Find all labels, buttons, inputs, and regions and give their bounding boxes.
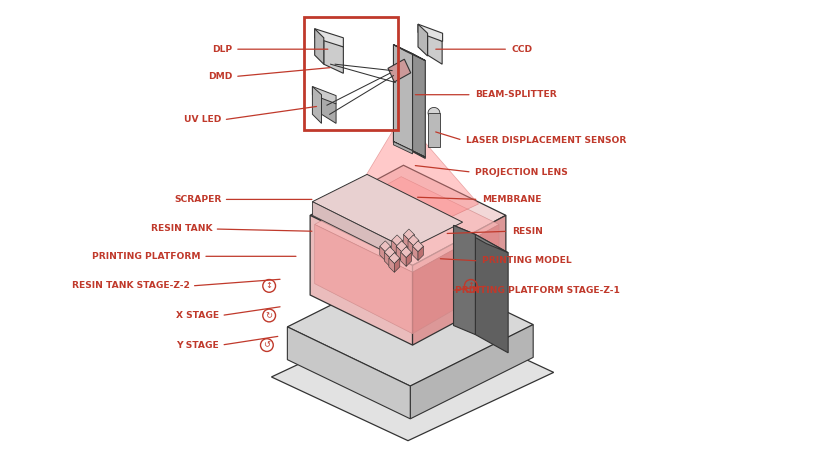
Polygon shape [413, 246, 418, 261]
Polygon shape [315, 224, 413, 334]
Polygon shape [394, 258, 400, 273]
Text: ↕: ↕ [266, 281, 273, 290]
Polygon shape [390, 252, 395, 267]
Polygon shape [315, 29, 324, 64]
Text: Y STAGE: Y STAGE [176, 341, 219, 349]
Polygon shape [396, 246, 401, 261]
Text: BEAM-SPLITTER: BEAM-SPLITTER [476, 90, 557, 99]
Polygon shape [389, 258, 394, 273]
Text: ↺: ↺ [264, 341, 270, 349]
Polygon shape [287, 266, 533, 386]
Polygon shape [409, 234, 415, 249]
Polygon shape [322, 95, 336, 123]
Polygon shape [392, 240, 397, 255]
Text: SCRAPER: SCRAPER [174, 195, 221, 204]
Polygon shape [408, 235, 419, 246]
Polygon shape [413, 215, 506, 345]
Text: RESIN TANK STAGE-Z-2: RESIN TANK STAGE-Z-2 [72, 281, 189, 290]
Text: PRINTING MODEL: PRINTING MODEL [482, 256, 572, 265]
Polygon shape [403, 234, 409, 249]
Polygon shape [428, 33, 442, 64]
Polygon shape [393, 44, 425, 60]
Polygon shape [403, 229, 415, 240]
Text: PRINTING PLATFORM STAGE-Z-1: PRINTING PLATFORM STAGE-Z-1 [455, 286, 620, 295]
Polygon shape [315, 177, 499, 272]
Polygon shape [406, 252, 411, 267]
Polygon shape [418, 24, 428, 56]
Polygon shape [396, 241, 407, 252]
Polygon shape [414, 240, 419, 255]
Polygon shape [476, 234, 508, 353]
Polygon shape [324, 38, 344, 73]
Polygon shape [272, 309, 554, 441]
Polygon shape [393, 142, 425, 157]
Polygon shape [385, 246, 391, 261]
Polygon shape [413, 241, 424, 252]
Polygon shape [313, 202, 408, 263]
Text: PRINTING PLATFORM: PRINTING PLATFORM [92, 252, 201, 261]
Polygon shape [392, 235, 402, 246]
Polygon shape [413, 54, 425, 158]
Polygon shape [397, 240, 402, 255]
Polygon shape [389, 253, 400, 264]
Polygon shape [454, 225, 476, 335]
Polygon shape [454, 225, 508, 253]
Polygon shape [310, 165, 506, 266]
Polygon shape [313, 87, 336, 104]
Text: ↕: ↕ [468, 281, 474, 290]
Text: PROJECTION LENS: PROJECTION LENS [476, 168, 568, 177]
Polygon shape [287, 327, 410, 419]
Text: X STAGE: X STAGE [176, 311, 219, 320]
Polygon shape [418, 24, 442, 41]
Text: UV LED: UV LED [184, 115, 221, 124]
Text: RESIN TANK: RESIN TANK [151, 224, 212, 234]
Polygon shape [313, 87, 322, 123]
Polygon shape [384, 247, 395, 258]
Polygon shape [348, 124, 478, 238]
Text: ↻: ↻ [266, 311, 273, 320]
Text: CCD: CCD [512, 45, 533, 54]
Text: DLP: DLP [213, 45, 233, 54]
Polygon shape [310, 215, 413, 345]
Polygon shape [401, 252, 406, 267]
Text: DMD: DMD [208, 72, 233, 81]
Polygon shape [388, 59, 410, 82]
Polygon shape [393, 44, 413, 152]
Polygon shape [384, 252, 390, 267]
Polygon shape [315, 29, 344, 47]
Text: LASER DISPLACEMENT SENSOR: LASER DISPLACEMENT SENSOR [466, 136, 627, 145]
Polygon shape [428, 113, 440, 147]
Polygon shape [410, 325, 533, 419]
Polygon shape [401, 247, 411, 258]
Polygon shape [418, 246, 424, 261]
Polygon shape [379, 246, 385, 261]
Polygon shape [393, 142, 413, 154]
Polygon shape [428, 108, 440, 118]
Polygon shape [413, 224, 499, 334]
Text: MEMBRANE: MEMBRANE [482, 195, 542, 204]
Polygon shape [379, 241, 391, 252]
Text: RESIN: RESIN [512, 227, 543, 236]
Polygon shape [408, 240, 414, 255]
Polygon shape [313, 174, 463, 250]
Polygon shape [401, 246, 407, 261]
